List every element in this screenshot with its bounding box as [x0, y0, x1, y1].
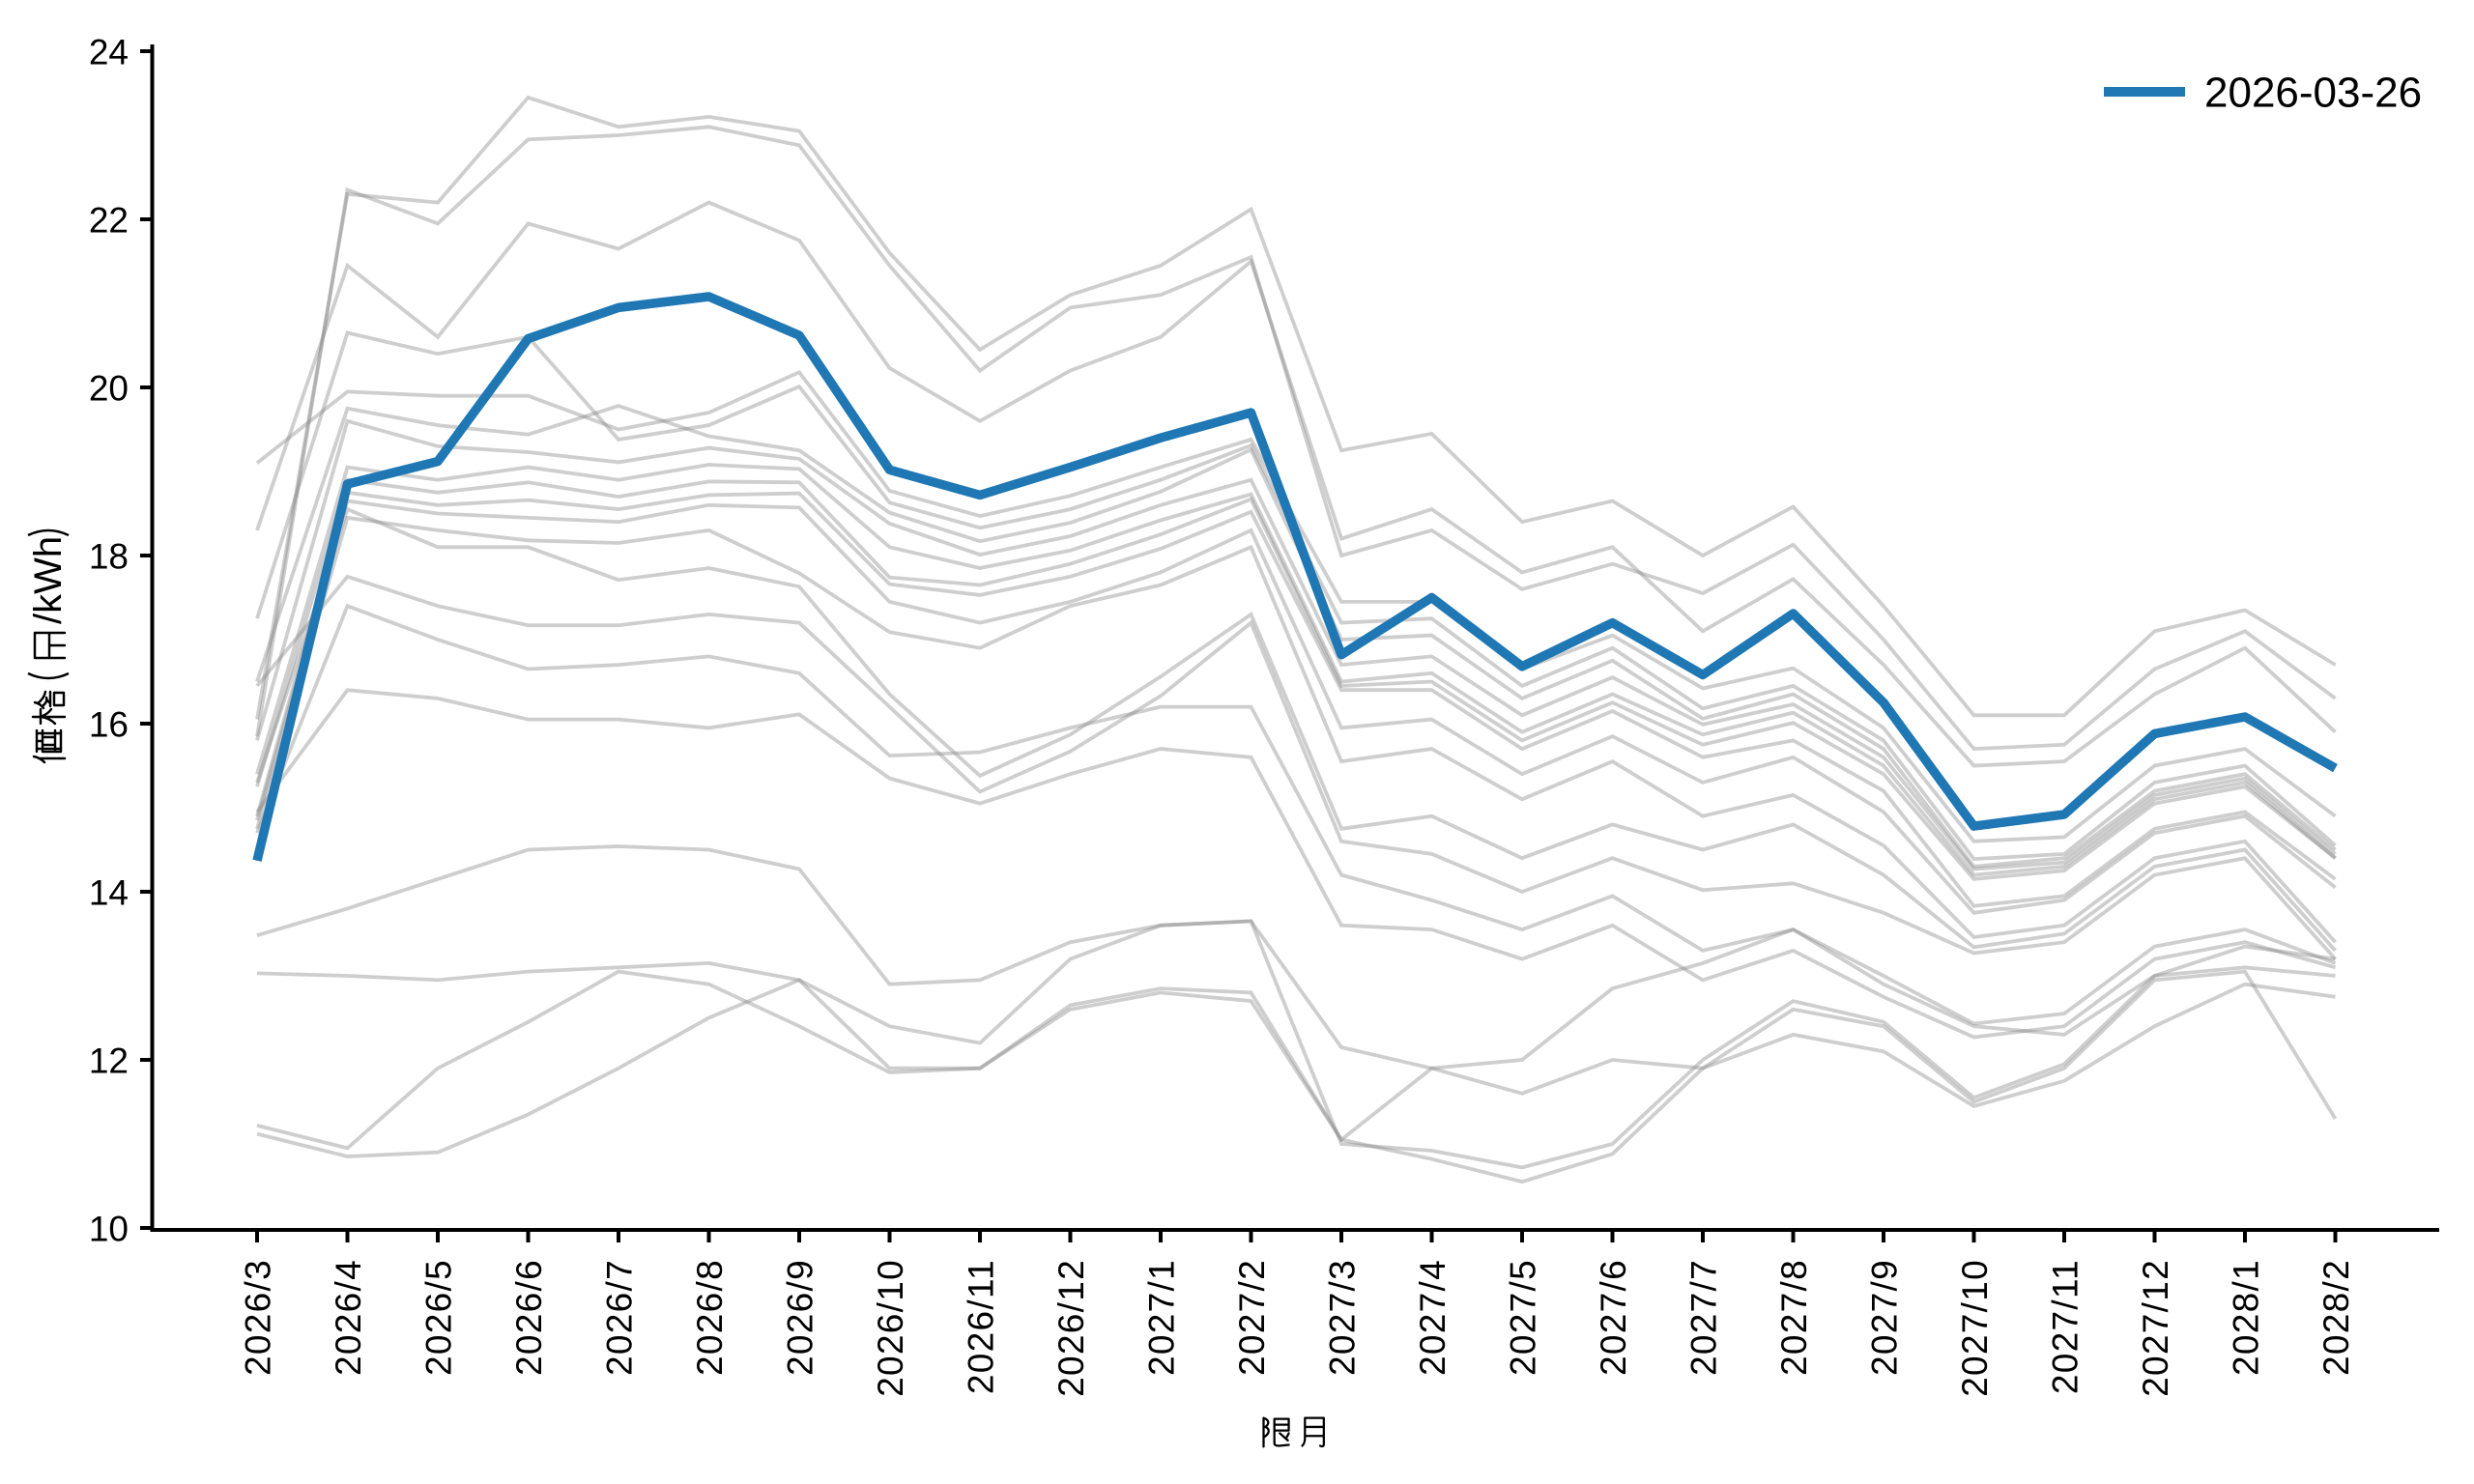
svg-text:2026/12: 2026/12 — [1051, 1259, 1091, 1397]
svg-text:20: 20 — [89, 369, 129, 409]
svg-text:2027/9: 2027/9 — [1865, 1259, 1905, 1376]
svg-text:2026/11: 2026/11 — [962, 1259, 1001, 1394]
svg-text:2027/7: 2027/7 — [1684, 1259, 1724, 1376]
svg-text:2027/10: 2027/10 — [1955, 1259, 1995, 1397]
svg-text:2026/5: 2026/5 — [419, 1259, 459, 1376]
svg-text:10: 10 — [89, 1210, 129, 1249]
svg-text:2027/5: 2027/5 — [1504, 1259, 1543, 1376]
svg-text:16: 16 — [89, 705, 129, 745]
svg-text:12: 12 — [89, 1042, 129, 1081]
svg-text:22: 22 — [89, 201, 129, 241]
svg-text:2026-03-26: 2026-03-26 — [2204, 70, 2422, 117]
svg-text:2026/4: 2026/4 — [329, 1259, 368, 1376]
svg-text:2026/6: 2026/6 — [509, 1259, 549, 1376]
svg-text:2027/6: 2027/6 — [1594, 1259, 1633, 1376]
svg-text:18: 18 — [89, 537, 129, 577]
svg-text:2027/12: 2027/12 — [2136, 1259, 2175, 1397]
svg-text:2028/2: 2028/2 — [2316, 1259, 2356, 1376]
svg-text:2027/4: 2027/4 — [1413, 1259, 1453, 1376]
svg-text:14: 14 — [89, 873, 129, 913]
svg-text:2026/7: 2026/7 — [600, 1259, 640, 1376]
svg-text:2028/1: 2028/1 — [2227, 1259, 2266, 1376]
svg-text:2027/8: 2027/8 — [1774, 1259, 1814, 1376]
svg-text:2026/8: 2026/8 — [690, 1259, 730, 1376]
svg-text:2026/3: 2026/3 — [239, 1259, 278, 1376]
svg-text:2027/1: 2027/1 — [1142, 1259, 1182, 1376]
svg-text:2026/10: 2026/10 — [871, 1259, 910, 1397]
svg-text:24: 24 — [89, 33, 129, 72]
svg-text:2027/3: 2027/3 — [1323, 1259, 1363, 1376]
svg-text:/kWh: /kWh — [27, 536, 70, 624]
svg-text:2027/2: 2027/2 — [1232, 1259, 1272, 1376]
svg-text:2026/9: 2026/9 — [781, 1259, 820, 1376]
svg-text:2027/11: 2027/11 — [2046, 1259, 2086, 1394]
